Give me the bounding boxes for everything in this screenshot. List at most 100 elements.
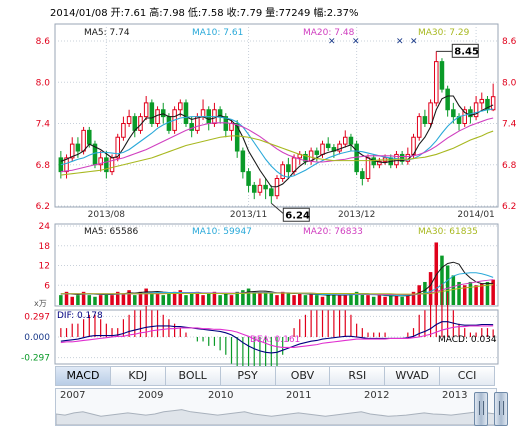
price-tick-right: 8.0: [502, 78, 517, 88]
volume-bar: [144, 288, 148, 305]
volume-bar: [389, 295, 393, 305]
volume-bar: [332, 293, 336, 305]
volume-bar: [59, 295, 63, 305]
candle: [155, 106, 160, 127]
volume-bar: [366, 295, 370, 305]
event-marker-icon[interactable]: ✕: [328, 37, 336, 47]
candle-body: [183, 102, 189, 124]
tab-psy[interactable]: PSY: [219, 366, 275, 386]
price-x-tick: 2014/01: [457, 210, 494, 220]
volume-bar: [440, 255, 444, 305]
macd-histogram: [60, 283, 494, 366]
volume-bar: [76, 295, 80, 305]
price-tick-right: 6.2: [502, 202, 516, 212]
volume-bar: [462, 285, 467, 305]
price-axis-left: 8.6 8.0 7.4 6.8 6.2: [36, 37, 51, 212]
min-price-label: 6.24: [285, 210, 310, 221]
volume-bar: [121, 293, 126, 305]
candle: [462, 106, 467, 127]
volume-bars: [59, 242, 495, 305]
candle-body: [439, 61, 445, 90]
volume-bar: [428, 272, 433, 305]
price-tick-left: 8.6: [36, 37, 51, 47]
volume-ma-lines: [60, 261, 494, 297]
tab-macd[interactable]: MACD: [55, 366, 110, 386]
macd-lines: [60, 321, 494, 354]
candle-body: [149, 102, 155, 124]
vol-legend-ma10: MA10: 59947: [192, 227, 252, 237]
candle-body: [234, 123, 240, 152]
timeline-right-handle[interactable]: [494, 392, 508, 426]
macd-axis-left: 0.297 0.000 -0.297: [21, 312, 50, 363]
volume-bar: [474, 285, 478, 305]
event-marker-icon[interactable]: ✕: [352, 37, 360, 47]
candle-body: [229, 123, 234, 131]
quote-low: 低:7.58: [187, 8, 224, 19]
stock-charts: 8.68.07.46.86.2 8.68.07.46.86.2 2013/08 2…: [21, 23, 517, 366]
volume-axis-left: 24 18 12 6: [39, 222, 51, 291]
candle-body: [337, 143, 342, 152]
volume-bar: [400, 296, 404, 305]
candle-body: [462, 109, 467, 124]
candle-body: [251, 184, 257, 193]
candle-body: [269, 188, 274, 197]
candle: [490, 83, 496, 112]
candle: [104, 151, 109, 179]
candle-body: [422, 116, 428, 124]
tab-wvad[interactable]: WVAD: [384, 366, 440, 386]
candle: [325, 137, 331, 151]
volume-bar: [150, 293, 154, 305]
macd-legend-dif: DIF: 0.178: [57, 311, 103, 321]
volume-bar: [172, 291, 177, 305]
volume-bar: [218, 295, 222, 305]
candle-body: [81, 129, 86, 152]
volume-bar: [297, 293, 302, 305]
quote-open: 开:7.61: [110, 8, 147, 19]
candle: [98, 151, 103, 172]
candle: [143, 96, 149, 121]
macd-tick: -0.297: [21, 354, 50, 364]
candle: [479, 92, 485, 110]
candle-body: [325, 143, 331, 149]
timeline-year-2009: 2009: [138, 390, 164, 401]
candle-body: [280, 164, 285, 179]
legend-ma30: MA30: 7.29: [418, 28, 470, 38]
quote-high: 高:7.98: [149, 8, 185, 19]
max-price-annotation: 8.45: [436, 43, 479, 58]
candle-body: [348, 136, 354, 145]
macd-dea-line: [60, 325, 494, 348]
price-x-tick: 2013/11: [230, 210, 267, 220]
candle-body: [189, 123, 194, 131]
timeline-navigator[interactable]: 2007 2009 2010 2011 2012 2013: [55, 388, 497, 426]
tab-cci[interactable]: CCI: [439, 366, 495, 386]
volume-unit-label: x万: [34, 299, 47, 308]
candle-body: [64, 157, 69, 173]
volume-bar: [269, 293, 274, 305]
candle-body: [434, 61, 439, 104]
candle: [439, 58, 445, 93]
vol-legend-ma20: MA20: 76833: [303, 227, 363, 237]
quote-date: 2014/01/08: [50, 8, 108, 19]
volume-bar: [155, 291, 160, 305]
timeline-left-handle[interactable]: [474, 392, 488, 426]
candle: [121, 116, 126, 141]
price-x-axis: 2013/08 2013/11 2013/12 2014/01: [88, 210, 495, 220]
tab-boll[interactable]: BOLL: [164, 366, 220, 386]
tab-rsi[interactable]: RSI: [329, 366, 385, 386]
event-marker-icon[interactable]: ✕: [396, 37, 404, 47]
macd-legend-dea: DEA: 0.161: [250, 335, 300, 345]
candle-body: [246, 171, 251, 186]
event-marker-icon[interactable]: ✕: [410, 37, 418, 47]
tab-kdj[interactable]: KDJ: [109, 366, 165, 386]
price-axis-right: 8.6 8.0 7.4 6.8 6.2: [502, 37, 517, 212]
candle: [445, 85, 450, 117]
timeline-year-2011: 2011: [286, 390, 312, 401]
candle: [69, 137, 75, 162]
macd-legend-macd: MACD: 0.034: [438, 335, 497, 345]
volume-bar: [309, 293, 313, 305]
candle-body: [126, 116, 132, 124]
volume-bar: [434, 242, 439, 305]
tab-obv[interactable]: OBV: [274, 366, 330, 386]
volume-bar: [326, 295, 330, 305]
quote-header: 2014/01/08 开:7.61 高:7.98 低:7.58 收:7.79 量:7724…: [50, 4, 362, 19]
